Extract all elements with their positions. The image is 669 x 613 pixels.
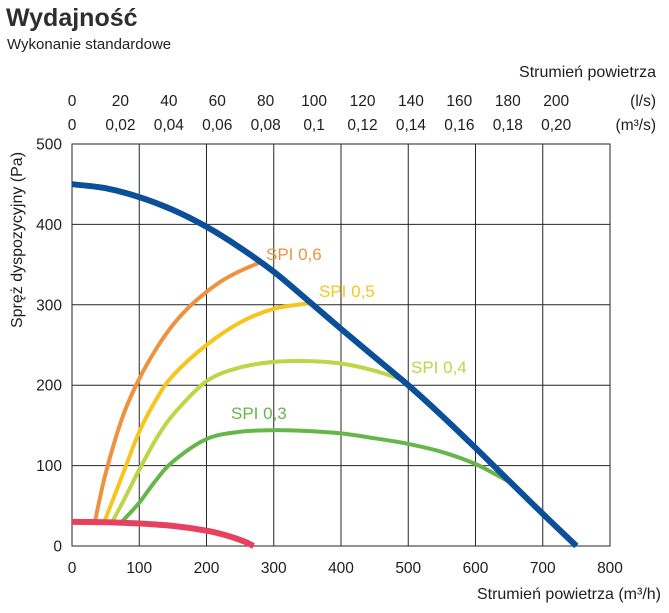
top-tick-label-ls: 160 xyxy=(446,93,472,110)
y-tick-label: 500 xyxy=(36,137,62,154)
x-tick-label: 400 xyxy=(328,560,354,577)
base-curve-line xyxy=(71,518,255,549)
top-tick-label-m3s: 0,08 xyxy=(251,117,281,134)
top-tick-label-m3s: 0,12 xyxy=(347,117,377,134)
top-axis-unit-m3s: (m³/s) xyxy=(616,117,656,134)
top-axis-unit-ls: (l/s) xyxy=(630,93,656,110)
y-tick-label: 200 xyxy=(36,378,62,395)
y-axis-title: Spręż dyspozycyjny (Pa) xyxy=(9,152,26,328)
series-labels-layer: SPI 0,3 SPI 0,4 SPI 0,5 SPI 0,6 xyxy=(231,245,467,423)
top-tick-label-ls: 120 xyxy=(350,93,376,110)
top-tick-label-m3s: 0,06 xyxy=(202,117,232,134)
top-tick-label-m3s: 0,1 xyxy=(303,117,325,134)
spi-0-3-line xyxy=(120,428,513,524)
chart-subtitle: Wykonanie standardowe xyxy=(7,36,172,53)
y-tick-label: 100 xyxy=(36,458,62,475)
top-axis-title: Strumień powietrza xyxy=(519,64,656,81)
spi-0-5-line xyxy=(102,301,311,523)
top-tick-label-m3s: 0,02 xyxy=(105,117,135,134)
spi-0-3-label: SPI 0,3 xyxy=(231,404,287,423)
top-tick-label-m3s: 0,04 xyxy=(154,117,185,134)
chart-title: Wydajność xyxy=(6,4,138,32)
x-tick-label: 800 xyxy=(597,560,623,577)
spi-0-4-label: SPI 0,4 xyxy=(411,358,467,377)
top-tick-label-m3s: 0,18 xyxy=(493,117,523,134)
top-tick-label-ls: 200 xyxy=(543,93,569,110)
x-tick-label: 0 xyxy=(68,560,77,577)
spi-0-4-line xyxy=(110,358,403,523)
top-tick-label-m3s: 0,14 xyxy=(396,117,427,134)
top-tick-label-ls: 20 xyxy=(112,93,130,110)
top-tick-label-ls: 0 xyxy=(68,93,77,110)
fan-pressure-curve-line xyxy=(71,181,579,549)
top-tick-label-ls: 180 xyxy=(495,93,521,110)
x-tick-label: 200 xyxy=(194,560,220,577)
top-tick-label-m3s: 0,20 xyxy=(541,117,572,134)
x-tick-label: 100 xyxy=(126,560,152,577)
top-tick-label-ls: 60 xyxy=(209,93,227,110)
top-tick-label-ls: 40 xyxy=(160,93,178,110)
series-layer xyxy=(71,181,579,549)
x-tick-label: 300 xyxy=(261,560,287,577)
grid-layer xyxy=(71,143,611,547)
y-tick-label: 0 xyxy=(53,539,62,556)
axis-labels-layer: 0 100 200 300 400 500 600 700 800010020030040050… xyxy=(9,64,661,603)
top-tick-label-ls: 80 xyxy=(257,93,275,110)
x-tick-label: 700 xyxy=(530,560,556,577)
top-tick-label-m3s: 0 xyxy=(68,117,77,134)
spi-0-6-label: SPI 0,6 xyxy=(266,245,322,264)
y-tick-label: 400 xyxy=(36,217,62,234)
spi-0-6-line xyxy=(92,260,262,523)
x-tick-label: 500 xyxy=(395,560,421,577)
spi-0-5-label: SPI 0,5 xyxy=(319,282,375,301)
x-axis-title: Strumień powietrza (m³/h) xyxy=(477,586,661,603)
y-tick-label: 300 xyxy=(36,297,62,314)
top-tick-label-m3s: 0,16 xyxy=(444,117,474,134)
top-tick-label-ls: 140 xyxy=(398,93,424,110)
x-tick-label: 600 xyxy=(463,560,489,577)
top-tick-label-ls: 100 xyxy=(301,93,327,110)
plot-frame xyxy=(71,143,611,547)
